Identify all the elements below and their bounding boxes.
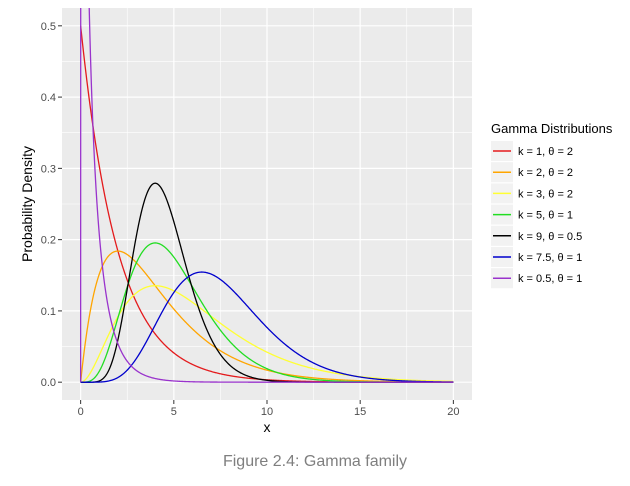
x-tick-label: 10 xyxy=(261,406,273,418)
y-tick-label: 0.1 xyxy=(41,306,56,318)
series-line xyxy=(80,285,454,383)
x-axis: 0 5 10 15 20 xyxy=(78,400,459,418)
legend-item: k = 1, θ = 2 xyxy=(518,146,573,158)
legend-item: k = 2, θ = 2 xyxy=(518,167,573,179)
x-axis-label: x xyxy=(264,419,271,435)
y-tick-label: 0.2 xyxy=(41,235,56,247)
legend-item: k = 7.5, θ = 1 xyxy=(518,252,582,264)
legend: Gamma Distributions k = 1, θ = 2 k = 2, θ… xyxy=(491,121,613,289)
legend-item: k = 9, θ = 0.5 xyxy=(518,231,582,243)
legend-item: k = 3, θ = 2 xyxy=(518,188,573,200)
figure-caption: Figure 2.4: Gamma family xyxy=(222,453,408,470)
y-axis: 0.0 0.1 0.2 0.3 0.4 0.5 xyxy=(41,21,62,389)
series-lines xyxy=(79,8,454,383)
y-tick-label: 0.5 xyxy=(41,21,56,33)
y-tick-label: 0.4 xyxy=(41,92,56,104)
series-line xyxy=(80,271,454,383)
x-tick-label: 5 xyxy=(171,406,177,418)
x-tick-label: 20 xyxy=(447,406,459,418)
x-tick-label: 0 xyxy=(78,406,84,418)
legend-item: k = 0.5, θ = 1 xyxy=(518,273,582,285)
legend-item: k = 5, θ = 1 xyxy=(518,210,573,222)
series-line xyxy=(79,8,454,383)
x-tick-label: 15 xyxy=(354,406,366,418)
legend-title: Gamma Distributions xyxy=(491,121,613,136)
y-axis-label: Probability Density xyxy=(19,146,35,262)
y-tick-label: 0.3 xyxy=(41,163,56,175)
y-tick-label: 0.0 xyxy=(41,377,56,389)
gamma-chart: 0 5 10 15 20 0.0 0.1 0.2 0.3 0.4 0.5 x Probabilit… xyxy=(19,8,613,435)
